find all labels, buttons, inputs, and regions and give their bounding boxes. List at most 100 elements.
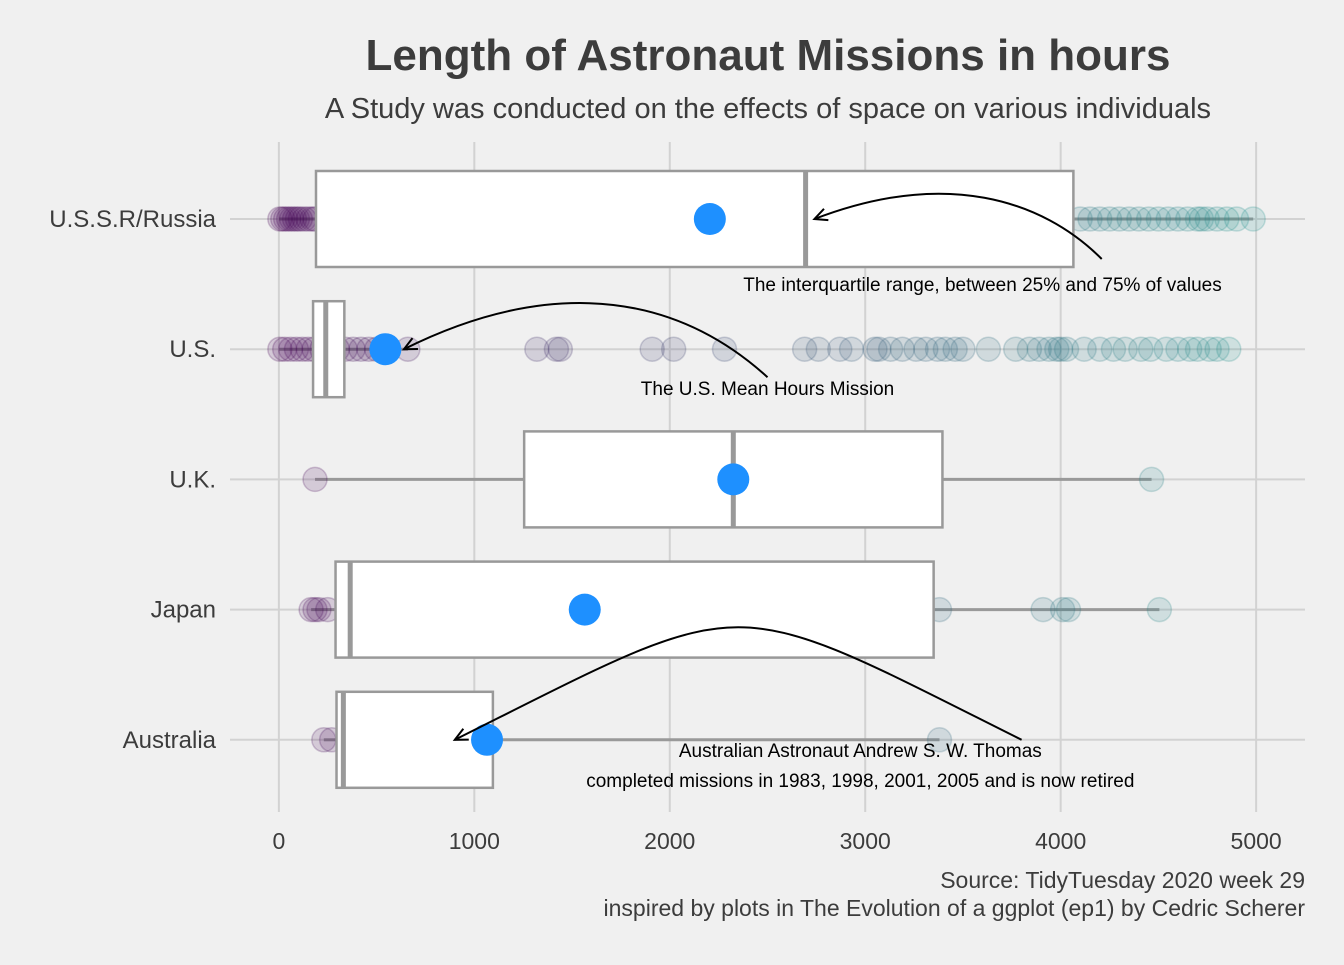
annotation-arrow-iqr	[814, 192, 1103, 260]
data-point	[278, 206, 305, 232]
data-point	[524, 336, 550, 362]
data-point	[275, 206, 302, 232]
data-point	[298, 596, 324, 623]
data-point	[270, 206, 296, 232]
data-point	[1002, 336, 1029, 362]
x-tick-label: 0	[272, 828, 285, 854]
data-point	[877, 336, 904, 362]
chart-title: Length of Astronaut Missions in hours	[365, 31, 1170, 80]
data-point	[1071, 336, 1097, 362]
data-point	[277, 336, 304, 362]
annotation-text-australia-line2: completed missions in 1983, 1998, 2001, …	[586, 771, 1134, 792]
data-point	[1240, 206, 1266, 232]
annotation-arrow-australia	[454, 626, 1023, 741]
data-point	[1194, 206, 1221, 232]
data-point	[1036, 336, 1062, 362]
data-point	[1165, 206, 1191, 232]
data-point	[1053, 336, 1080, 362]
x-tick-label: 4000	[1035, 828, 1086, 854]
data-point	[1126, 206, 1152, 232]
annotation-arrowhead-us-mean	[401, 337, 418, 351]
data-point	[1196, 336, 1222, 362]
data-point	[932, 336, 959, 362]
series-japan	[298, 560, 1173, 659]
y-category-label: Australia	[123, 727, 217, 754]
data-point	[1165, 336, 1191, 362]
data-point	[950, 336, 976, 362]
data-point	[1135, 206, 1162, 232]
data-point	[283, 336, 310, 362]
data-point	[1184, 206, 1211, 232]
y-axis-labels: U.S.S.R/Russia U.S. U.K. Japan Australia	[49, 206, 216, 754]
data-point	[1096, 206, 1123, 232]
data-point	[1155, 206, 1181, 232]
data-point	[1223, 206, 1250, 232]
data-point	[1049, 596, 1076, 623]
data-point	[1087, 206, 1113, 232]
data-point	[1030, 596, 1056, 623]
data-point	[942, 336, 968, 362]
data-point	[1176, 336, 1203, 362]
annotation-arrowhead-iqr	[812, 208, 829, 222]
data-point	[1016, 336, 1043, 362]
data-point	[1137, 336, 1164, 362]
iqr-box	[334, 560, 935, 659]
data-point	[639, 336, 665, 362]
data-point	[838, 336, 865, 362]
y-category-label: U.S.S.R/Russia	[49, 206, 216, 233]
data-point	[903, 336, 929, 362]
annotation-arrow-us-mean	[403, 302, 769, 378]
data-point	[1174, 206, 1201, 232]
data-point	[1026, 336, 1052, 362]
data-point	[1128, 336, 1154, 362]
data-point	[302, 466, 328, 493]
data-point	[1184, 336, 1211, 362]
mean-point	[471, 723, 504, 756]
annotation-text-iqr: The interquartile range, between 25% and…	[743, 275, 1221, 296]
series-u-k-	[302, 430, 1165, 529]
y-category-label: U.S.	[169, 336, 216, 363]
series-australia	[311, 690, 953, 790]
data-point	[1204, 336, 1230, 362]
data-point	[866, 336, 892, 362]
data-point	[547, 336, 574, 362]
chart-caption-source: Source: TidyTuesday 2020 week 29	[940, 867, 1305, 893]
iqr-box	[335, 690, 495, 790]
data-point	[1188, 206, 1215, 232]
y-category-label: U.K.	[169, 466, 216, 493]
data-point	[284, 206, 311, 232]
data-point	[281, 206, 308, 232]
chart-subtitle: A Study was conducted on the effects of …	[325, 93, 1211, 125]
data-point	[924, 336, 951, 362]
mean-point	[693, 203, 726, 235]
data-point	[306, 596, 332, 623]
data-point	[1077, 206, 1103, 232]
data-point	[889, 336, 916, 362]
data-point	[1145, 206, 1172, 232]
data-point	[543, 336, 570, 362]
data-point	[287, 206, 314, 232]
data-point	[272, 206, 299, 232]
series-u-s-s-r-russia	[267, 169, 1266, 269]
data-point	[267, 206, 293, 232]
data-point	[1214, 206, 1240, 232]
data-point	[302, 596, 328, 623]
data-point	[1055, 596, 1082, 623]
data-point	[926, 727, 953, 753]
data-point	[1204, 206, 1230, 232]
data-point	[660, 336, 687, 362]
annotation-text-us-mean: The U.S. Mean Hours Mission	[641, 379, 894, 400]
y-category-label: Japan	[151, 597, 216, 624]
data-point	[791, 336, 818, 362]
data-point	[1100, 336, 1127, 362]
data-point	[1146, 596, 1173, 623]
data-point	[267, 336, 293, 362]
data-point	[1153, 336, 1179, 362]
mean-point	[568, 593, 601, 626]
x-tick-label: 2000	[644, 828, 695, 854]
data-point	[711, 336, 738, 362]
mean-point	[717, 463, 750, 496]
x-tick-label: 3000	[840, 828, 891, 854]
